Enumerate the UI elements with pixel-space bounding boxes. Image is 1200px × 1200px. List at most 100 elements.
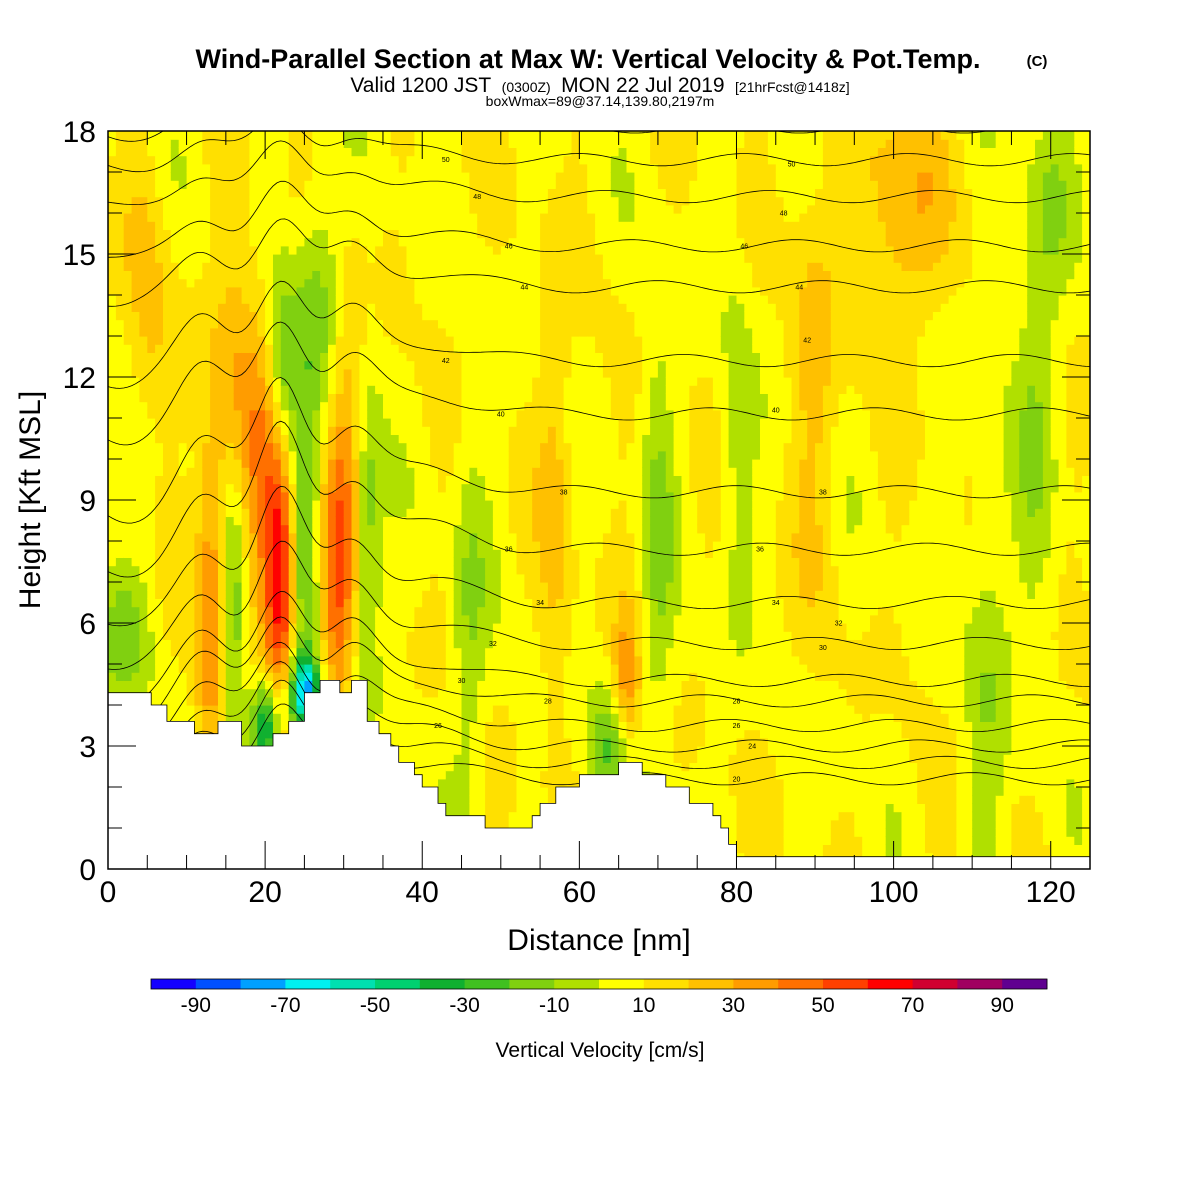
velocity-cell — [383, 467, 392, 476]
velocity-cell — [186, 573, 196, 583]
velocity-cell — [532, 631, 541, 640]
velocity-cell — [383, 254, 392, 263]
velocity-cell — [485, 770, 494, 780]
velocity-cell — [147, 188, 156, 198]
velocity-cell — [508, 516, 518, 526]
velocity-cell — [383, 180, 392, 189]
velocity-cell — [516, 229, 525, 239]
velocity-cell — [375, 508, 384, 517]
velocity-cell — [170, 516, 180, 526]
velocity-cell — [508, 385, 518, 394]
velocity-cell — [375, 401, 384, 411]
velocity-cell — [178, 163, 188, 173]
velocity-cell — [233, 434, 243, 444]
velocity-cell — [343, 401, 353, 411]
velocity-cell — [163, 672, 172, 681]
velocity-cell — [422, 377, 431, 386]
velocity-cell — [492, 713, 502, 722]
velocity-cell — [265, 401, 274, 411]
velocity-cell — [280, 713, 290, 722]
velocity-cell — [516, 245, 525, 255]
velocity-cell — [422, 508, 431, 517]
velocity-cell — [351, 483, 360, 493]
velocity-cell — [453, 278, 463, 288]
velocity-cell — [469, 213, 478, 222]
velocity-cell — [359, 426, 368, 435]
velocity-cell — [155, 475, 164, 485]
velocity-cell — [461, 532, 470, 542]
velocity-cell — [115, 245, 125, 255]
velocity-cell — [218, 180, 227, 189]
velocity-cell — [438, 188, 447, 198]
velocity-cell — [108, 516, 117, 526]
velocity-cell — [398, 295, 408, 304]
velocity-cell — [163, 598, 172, 608]
velocity-cell — [312, 442, 321, 452]
velocity-cell — [304, 483, 313, 493]
velocity-cell — [469, 565, 478, 575]
velocity-cell — [202, 245, 211, 255]
velocity-cell — [492, 450, 502, 460]
velocity-cell — [469, 450, 478, 460]
velocity-cell — [233, 278, 243, 288]
velocity-cell — [194, 401, 203, 411]
velocity-cell — [445, 713, 455, 722]
velocity-cell — [186, 491, 196, 501]
velocity-cell — [273, 713, 282, 722]
velocity-cell — [304, 606, 313, 616]
velocity-cell — [430, 508, 439, 517]
velocity-cell — [194, 573, 203, 583]
velocity-cell — [390, 647, 400, 657]
velocity-cell — [375, 270, 384, 280]
velocity-cell — [524, 557, 533, 567]
velocity-cell — [335, 590, 345, 599]
velocity-cell — [257, 180, 266, 189]
velocity-cell — [178, 647, 188, 657]
velocity-cell — [453, 131, 463, 140]
velocity-cell — [178, 385, 188, 394]
velocity-cell — [508, 549, 518, 558]
velocity-cell — [312, 262, 321, 271]
velocity-cell — [469, 778, 478, 788]
velocity-cell — [225, 434, 235, 444]
velocity-cell — [351, 434, 360, 444]
velocity-cell — [186, 664, 196, 673]
velocity-cell — [304, 327, 313, 337]
velocity-cell — [367, 508, 376, 517]
velocity-cell — [524, 655, 533, 665]
velocity-cell — [367, 434, 376, 444]
velocity-cell — [516, 623, 525, 632]
velocity-cell — [430, 131, 439, 140]
velocity-cell — [328, 418, 337, 427]
velocity-cell — [320, 557, 329, 567]
velocity-cell — [359, 262, 368, 271]
velocity-cell — [524, 196, 533, 206]
velocity-cell — [430, 598, 439, 608]
velocity-cell — [241, 180, 251, 189]
velocity-cell — [367, 163, 376, 173]
velocity-cell — [406, 147, 415, 157]
velocity-cell — [147, 262, 156, 271]
velocity-cell — [500, 565, 510, 575]
velocity-cell — [273, 549, 282, 558]
velocity-cell — [414, 541, 423, 550]
velocity-cell — [178, 401, 188, 411]
velocity-cell — [351, 664, 360, 673]
velocity-cell — [367, 245, 376, 255]
velocity-cell — [241, 688, 251, 698]
velocity-cell — [186, 344, 196, 353]
velocity-cell — [194, 327, 203, 337]
velocity-cell — [461, 131, 470, 140]
velocity-cell — [312, 303, 321, 312]
velocity-cell — [422, 483, 431, 493]
velocity-cell — [485, 327, 494, 337]
velocity-cell — [398, 655, 408, 665]
velocity-cell — [367, 516, 376, 526]
velocity-cell — [115, 664, 125, 673]
velocity-cell — [430, 196, 439, 206]
velocity-cell — [359, 377, 368, 386]
velocity-cell — [163, 311, 172, 321]
velocity-cell — [170, 237, 180, 247]
velocity-cell — [406, 516, 415, 526]
velocity-cell — [241, 737, 251, 747]
